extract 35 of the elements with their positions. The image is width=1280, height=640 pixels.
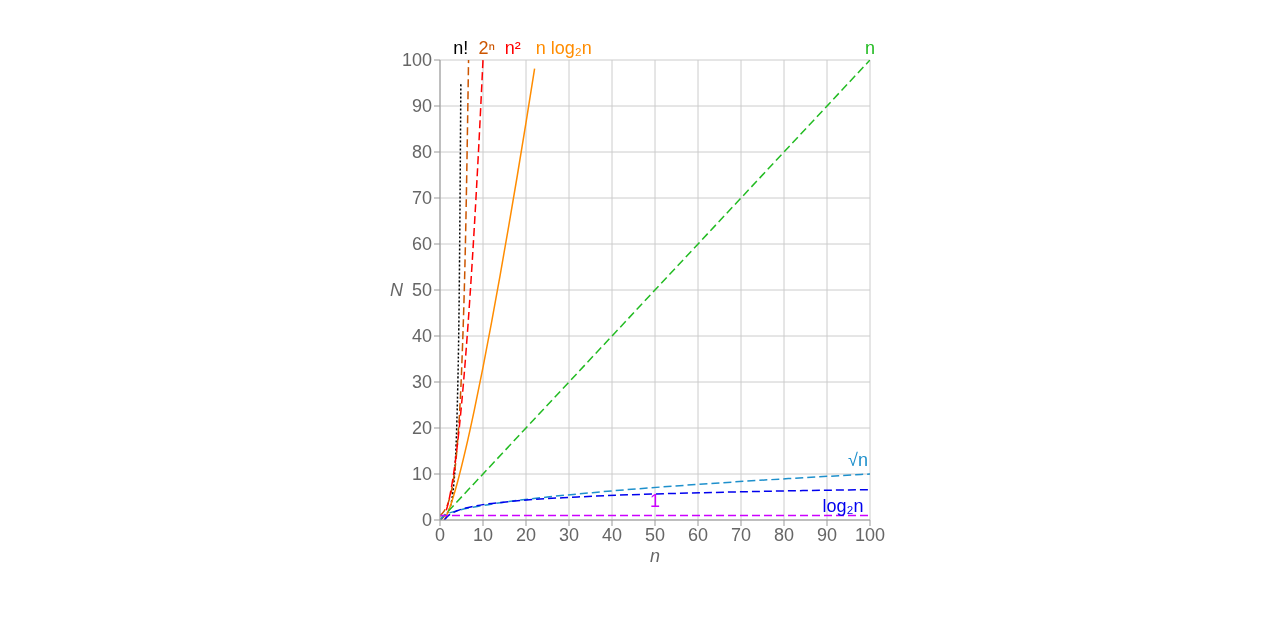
x-tick-label: 60 [687, 524, 709, 545]
y-tick-label: 10 [411, 464, 432, 485]
x-tick-label: 100 [854, 524, 886, 545]
series-label: n² [504, 38, 521, 58]
x-axis-title: n [649, 546, 661, 566]
x-tick-label: 0 [434, 524, 446, 545]
y-tick-label: 50 [411, 280, 432, 301]
y-axis-title: N [390, 280, 404, 301]
y-tick-label: 90 [411, 96, 432, 117]
x-tick-label: 10 [472, 524, 494, 545]
x-tick-label: 80 [773, 524, 795, 545]
series-label: n log₂n [535, 38, 592, 58]
y-tick-label: 80 [411, 142, 432, 163]
y-tick-label: 70 [411, 188, 432, 209]
x-tick-label: 20 [515, 524, 537, 545]
line-series [443, 67, 536, 520]
series-label: 2ⁿ [478, 38, 496, 58]
series-label: n! [453, 38, 469, 58]
x-tick-label: 70 [730, 524, 752, 545]
series-label: √n [848, 450, 868, 470]
x-tick-label: 40 [601, 524, 623, 545]
x-tick-label: 50 [644, 524, 666, 545]
x-tick-label: 30 [558, 524, 580, 545]
y-tick-label: 20 [411, 418, 432, 439]
series-label: n [864, 38, 876, 58]
series-label: 1 [649, 491, 661, 512]
line-series [443, 488, 870, 520]
y-tick-label: 30 [411, 372, 432, 393]
y-tick-label: 60 [411, 234, 432, 255]
x-tick-label: 90 [816, 524, 838, 545]
y-tick-label: 0 [421, 510, 432, 531]
line-series [440, 60, 470, 517]
y-tick-label: 40 [411, 326, 432, 347]
y-tick-label: 100 [401, 50, 432, 71]
series-label: log₂n [822, 495, 864, 516]
